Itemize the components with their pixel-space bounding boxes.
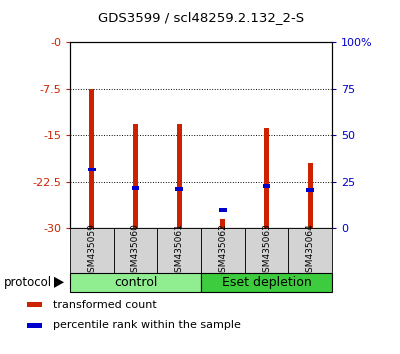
Text: control: control <box>114 276 157 289</box>
Bar <box>132 186 140 190</box>
Bar <box>176 124 182 228</box>
Bar <box>219 208 227 212</box>
Polygon shape <box>54 277 64 288</box>
Bar <box>308 163 313 228</box>
Bar <box>27 323 42 328</box>
Bar <box>245 228 288 273</box>
Text: GSM435059: GSM435059 <box>87 223 96 278</box>
Text: GSM435060: GSM435060 <box>131 223 140 278</box>
Text: protocol: protocol <box>4 276 52 289</box>
Bar <box>88 168 96 171</box>
Bar <box>220 219 226 228</box>
Text: GSM435064: GSM435064 <box>306 223 315 278</box>
Bar <box>27 302 42 308</box>
Bar <box>262 184 270 188</box>
Text: GSM435063: GSM435063 <box>262 223 271 278</box>
Bar <box>133 124 138 228</box>
Bar <box>114 228 157 273</box>
Bar <box>70 228 114 273</box>
Bar <box>157 228 201 273</box>
Bar <box>306 188 314 192</box>
Bar <box>201 228 245 273</box>
Text: GSM435061: GSM435061 <box>175 223 184 278</box>
Text: Eset depletion: Eset depletion <box>222 276 311 289</box>
Text: percentile rank within the sample: percentile rank within the sample <box>53 320 241 330</box>
Bar <box>264 128 269 228</box>
Bar <box>70 273 201 292</box>
Bar <box>288 228 332 273</box>
Bar <box>89 89 94 228</box>
Text: GSM435062: GSM435062 <box>218 223 227 278</box>
Bar <box>175 188 183 191</box>
Bar <box>201 273 332 292</box>
Text: GDS3599 / scl48259.2.132_2-S: GDS3599 / scl48259.2.132_2-S <box>98 11 304 24</box>
Text: transformed count: transformed count <box>53 300 156 310</box>
